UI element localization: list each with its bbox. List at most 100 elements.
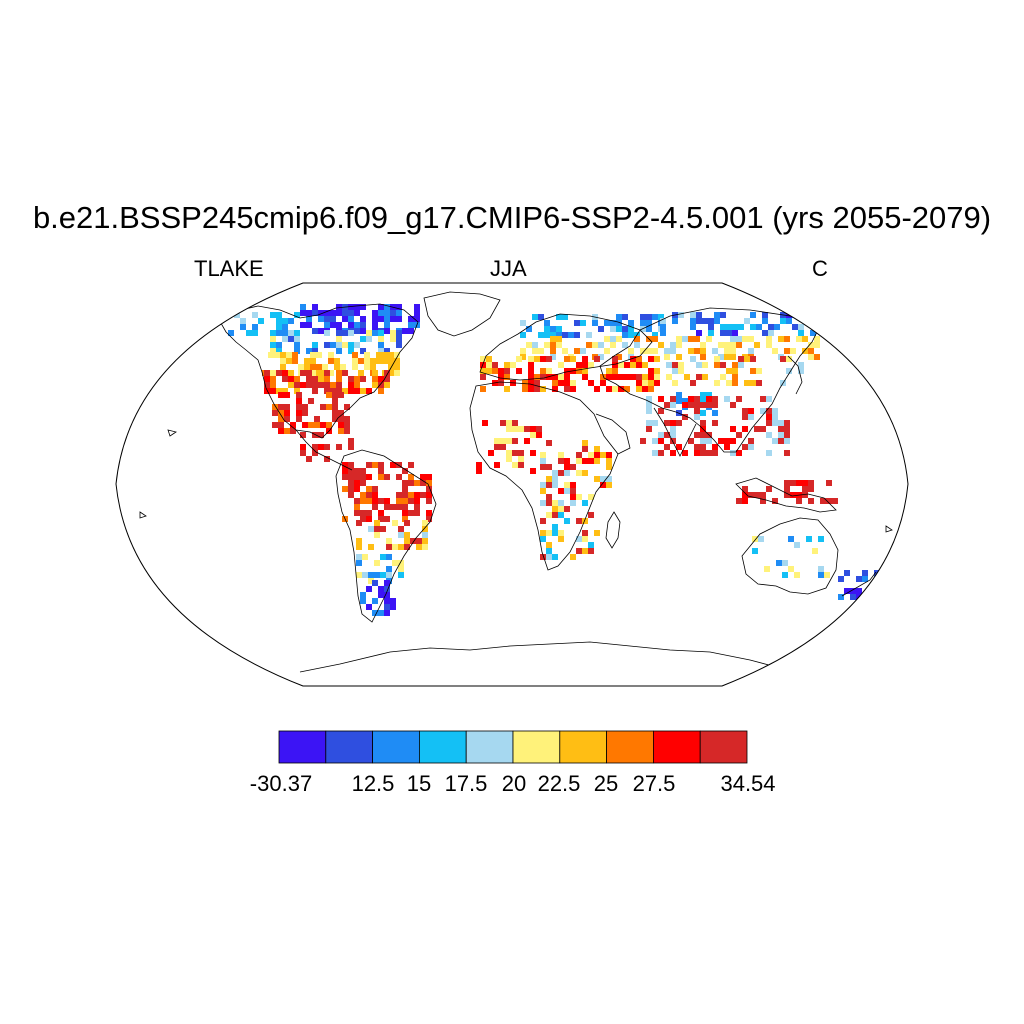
grid-cell: [534, 386, 540, 392]
grid-cell: [766, 336, 772, 342]
grid-cell: [618, 374, 624, 380]
grid-cell: [364, 358, 370, 364]
grid-cell: [756, 368, 762, 374]
grid-cell: [276, 388, 282, 394]
grid-cell: [306, 370, 312, 376]
grid-cell: [732, 330, 738, 336]
grid-cell: [784, 450, 790, 456]
grid-cell: [408, 474, 414, 480]
grid-cell: [326, 392, 332, 398]
grid-cell: [288, 336, 294, 342]
grid-cell: [640, 320, 646, 326]
grid-cell: [388, 352, 394, 358]
grid-cell: [378, 310, 384, 316]
grid-cell: [558, 512, 564, 518]
grid-cell: [700, 342, 706, 348]
grid-cell: [348, 438, 354, 444]
grid-cell: [784, 438, 790, 444]
grid-cell: [670, 438, 676, 444]
grid-cell: [694, 444, 700, 450]
grid-cell: [506, 438, 512, 444]
grid-cell: [366, 492, 372, 498]
grid-cell: [384, 610, 390, 616]
grid-cell: [570, 464, 576, 470]
grid-cell: [818, 536, 824, 542]
grid-cell: [336, 330, 342, 336]
grid-cell: [712, 396, 718, 402]
grid-cell: [576, 536, 582, 542]
grid-cell: [408, 316, 414, 322]
grid-cell: [612, 356, 618, 362]
grid-cell: [564, 368, 570, 374]
grid-cell: [332, 410, 338, 416]
grid-cell: [750, 380, 756, 386]
grid-cell: [318, 370, 324, 376]
grid-cell: [712, 420, 718, 426]
grid-cell: [550, 336, 556, 342]
grid-cell: [658, 408, 664, 414]
colorbar-label: 25: [593, 771, 619, 796]
grid-cell: [658, 438, 664, 444]
grid-cell: [384, 604, 390, 610]
grid-cell: [742, 492, 748, 498]
grid-cell: [576, 470, 582, 476]
grid-cell: [652, 450, 658, 456]
grid-cell: [540, 500, 546, 506]
grid-cell: [390, 310, 396, 316]
grid-cell: [676, 336, 682, 342]
grid-cell: [494, 438, 500, 444]
grid-cell: [736, 342, 742, 348]
grid-cell: [748, 444, 754, 450]
grid-cell: [808, 342, 814, 348]
grid-cell: [398, 532, 404, 538]
grid-cell: [588, 512, 594, 518]
grid-cell: [338, 428, 344, 434]
grid-cell: [294, 336, 300, 342]
grid-cell: [610, 326, 616, 332]
grid-cell: [366, 516, 372, 522]
grid-cell: [670, 426, 676, 432]
colorbar-swatch: [699, 730, 748, 764]
grid-cell: [624, 386, 630, 392]
grid-cell: [666, 374, 672, 380]
grid-cell: [408, 498, 414, 504]
grid-cell: [536, 432, 542, 438]
grid-cell: [660, 324, 666, 330]
grid-cell: [684, 374, 690, 380]
grid-cell: [324, 310, 330, 316]
grid-cell: [700, 402, 706, 408]
grid-cell: [766, 432, 772, 438]
grid-cell: [352, 364, 358, 370]
grid-cell: [384, 516, 390, 522]
grid-cell: [694, 414, 700, 420]
grid-cell: [744, 318, 750, 324]
grid-cell: [562, 332, 568, 338]
grid-cell: [564, 458, 570, 464]
grid-cell: [384, 376, 390, 382]
grid-cell: [772, 438, 778, 444]
grid-cell: [500, 420, 506, 426]
grid-cell: [372, 382, 378, 388]
grid-cell: [758, 536, 764, 542]
grid-cell: [340, 364, 346, 370]
grid-cell: [528, 374, 534, 380]
grid-cell: [736, 432, 742, 438]
grid-cell: [808, 486, 814, 492]
grid-cell: [296, 398, 302, 404]
grid-cell: [564, 374, 570, 380]
grid-cell: [648, 368, 654, 374]
grid-cell: [506, 450, 512, 456]
grid-cell: [696, 374, 702, 380]
grid-cell: [394, 352, 400, 358]
grid-cell: [356, 554, 362, 560]
grid-cell: [750, 312, 756, 318]
grid-cell: [252, 312, 258, 318]
grid-cell: [380, 572, 386, 578]
grid-cell: [756, 380, 762, 386]
grid-cell: [246, 330, 252, 336]
grid-cell: [318, 310, 324, 316]
grid-cell: [700, 392, 706, 398]
grid-cell: [518, 456, 524, 462]
grid-cell: [628, 320, 634, 326]
grid-cell: [730, 426, 736, 432]
